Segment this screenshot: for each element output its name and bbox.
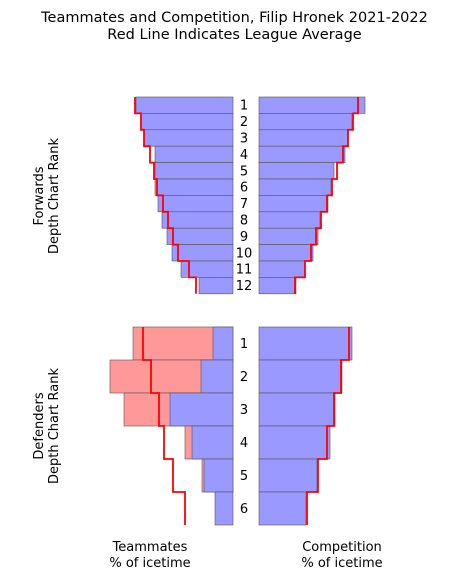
- defenders-teammates-bar-6: [214, 491, 234, 526]
- forwards-teammates-bar-3: [143, 129, 234, 147]
- defenders-rank-label-2: 2: [240, 370, 248, 385]
- defenders-teammates-bar-5: [203, 458, 234, 493]
- defenders-competition-bar-1: [258, 326, 353, 361]
- defenders-competition-league-line: [306, 327, 350, 525]
- forwards-competition-bar-11: [258, 260, 306, 278]
- defenders-teammates-bar-3: [169, 392, 234, 427]
- forwards-competition-bar-2: [258, 113, 353, 131]
- forwards-rank-label-9: 9: [240, 230, 248, 245]
- forwards-teammates-bar-1: [135, 96, 234, 114]
- forwards-teammates-league-line: [134, 97, 197, 294]
- defenders-competition-bar-6: [258, 491, 307, 526]
- forwards-rank-label-6: 6: [240, 181, 248, 196]
- forwards-competition-bar-7: [258, 195, 329, 213]
- forwards-competition-bar-6: [258, 178, 332, 196]
- forwards-teammates-bar-6: [154, 178, 234, 196]
- defenders-teammates-bar-4: [191, 425, 234, 460]
- forwards-rank-label-8: 8: [240, 214, 248, 229]
- forwards-competition-bar-8: [258, 211, 321, 229]
- forwards-competition-bar-3: [258, 129, 349, 147]
- forwards-teammates-bar-5: [154, 162, 234, 180]
- chart-subtitle: Red Line Indicates League Average: [107, 27, 361, 43]
- forwards-rank-label-12: 12: [236, 279, 253, 294]
- defenders-ylabel-line2: Depth Chart Rank: [47, 368, 62, 485]
- forwards-ylabel-line2: Depth Chart Rank: [47, 138, 62, 255]
- defenders-competition-bar-3: [258, 392, 336, 427]
- forwards-rank-label-5: 5: [240, 164, 248, 179]
- competition-xlabel-line2: % of icetime: [301, 556, 382, 571]
- forwards-competition-league-line: [294, 97, 359, 294]
- chart-title: Teammates and Competition, Filip Hronek …: [40, 10, 428, 26]
- defenders-panel: 1 2 3 4 5 6: [109, 326, 353, 526]
- defenders-rank-label-3: 3: [240, 403, 248, 418]
- forwards-competition-bar-10: [258, 244, 314, 262]
- forwards-rank-label-3: 3: [240, 132, 248, 147]
- forwards-teammates-bar-12: [198, 277, 234, 295]
- defenders-competition-bar-5: [258, 458, 318, 493]
- forwards-rank-label-11: 11: [236, 263, 253, 278]
- forwards-rank-label-1: 1: [240, 99, 248, 114]
- defenders-teammates-league-line: [142, 327, 186, 525]
- forwards-teammates-bar-8: [161, 211, 234, 229]
- forwards-teammates-bar-4: [154, 145, 234, 163]
- defenders-competition-bar-2: [258, 359, 343, 394]
- competition-xlabel-line1: Competition: [302, 540, 382, 555]
- defenders-ylabel-line1: Defenders: [32, 392, 47, 459]
- forwards-teammates-bar-10: [171, 244, 234, 262]
- forwards-rank-label-10: 10: [236, 246, 253, 261]
- forwards-competition-bar-9: [258, 227, 319, 245]
- teammates-xlabel-line1: Teammates: [112, 540, 188, 555]
- forwards-rank-label-4: 4: [240, 148, 248, 163]
- forwards-rank-label-7: 7: [240, 197, 248, 212]
- defenders-competition-bar-4: [258, 425, 331, 460]
- teammates-xlabel-line2: % of icetime: [109, 556, 190, 571]
- defenders-rank-label-4: 4: [240, 436, 248, 451]
- defenders-teammates-bar-2: [200, 359, 234, 394]
- forwards-ylabel-line1: Forwards: [32, 166, 47, 225]
- forwards-competition-bar-5: [258, 162, 335, 180]
- defenders-rank-label-5: 5: [240, 469, 248, 484]
- forwards-competition-bar-1: [258, 96, 366, 114]
- forwards-teammates-bar-7: [157, 195, 234, 213]
- defenders-teammates-bar-1: [212, 326, 234, 361]
- forwards-rank-label-2: 2: [240, 115, 248, 130]
- forwards-competition-bar-4: [258, 145, 346, 163]
- defenders-rank-label-6: 6: [240, 502, 248, 517]
- forwards-competition-bar-12: [258, 277, 297, 295]
- defenders-rank-label-1: 1: [240, 337, 248, 352]
- forwards-teammates-bar-2: [140, 113, 234, 131]
- forwards-teammates-bar-9: [166, 227, 234, 245]
